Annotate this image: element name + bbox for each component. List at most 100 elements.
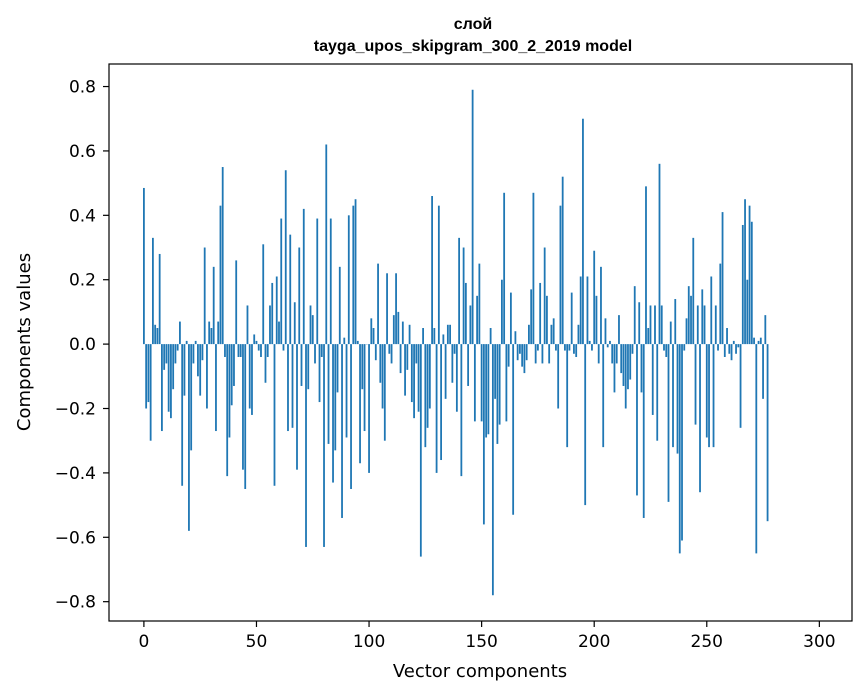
bar — [262, 244, 265, 345]
bar — [219, 205, 222, 345]
bar — [530, 289, 533, 345]
bar — [654, 305, 656, 345]
bar — [555, 344, 557, 351]
bar — [491, 344, 494, 596]
bar — [516, 344, 519, 361]
bar — [687, 286, 690, 345]
bar — [185, 340, 188, 345]
bar — [289, 234, 292, 345]
bar — [302, 208, 305, 345]
bar — [379, 344, 382, 383]
bar — [417, 344, 420, 412]
bar — [602, 344, 605, 448]
y-tick-label: −0.4 — [55, 464, 96, 484]
bar — [152, 237, 154, 345]
bar — [397, 311, 400, 345]
bar — [188, 344, 190, 531]
y-tick-label: −0.6 — [55, 528, 96, 548]
x-tick-label: 0 — [138, 632, 149, 652]
bar — [350, 344, 352, 489]
bar — [266, 344, 269, 357]
bar — [455, 344, 458, 412]
bar — [453, 344, 456, 354]
bar — [424, 344, 427, 448]
bar — [764, 315, 767, 345]
bar — [226, 344, 229, 477]
bar — [464, 282, 467, 345]
bar — [532, 192, 535, 345]
bar — [759, 337, 762, 345]
bar — [728, 344, 731, 354]
bar — [696, 305, 699, 345]
bar — [228, 344, 231, 438]
bar — [206, 344, 208, 409]
bar — [627, 344, 629, 390]
bar — [224, 344, 226, 357]
bar — [638, 302, 641, 345]
bar — [422, 328, 424, 345]
bar — [275, 276, 278, 345]
bar — [552, 318, 555, 345]
bar — [537, 344, 539, 351]
bar — [559, 205, 562, 345]
bar — [633, 286, 636, 345]
bar — [345, 344, 348, 438]
bar — [309, 305, 312, 345]
bar — [629, 344, 632, 380]
bar — [431, 196, 433, 345]
bar — [476, 295, 479, 345]
bar — [165, 344, 168, 364]
bars-group — [143, 89, 769, 596]
bar — [230, 344, 233, 406]
bar — [514, 331, 517, 345]
bar — [444, 344, 447, 399]
bar — [161, 344, 163, 432]
bar — [622, 344, 625, 386]
bar — [741, 224, 744, 345]
bar — [503, 192, 506, 345]
bar — [595, 295, 598, 345]
bar — [737, 344, 740, 348]
bar — [426, 344, 429, 428]
bar — [604, 318, 607, 345]
y-axis-label: Components values — [14, 253, 35, 431]
bar — [377, 263, 379, 345]
bar — [712, 344, 715, 448]
bar — [665, 344, 668, 357]
bar — [451, 344, 454, 383]
bar — [208, 321, 211, 345]
bar — [473, 344, 476, 422]
bar — [651, 344, 654, 415]
bar — [750, 221, 753, 345]
bar — [143, 187, 145, 345]
bar — [649, 305, 652, 345]
bar — [167, 344, 170, 412]
bar — [766, 344, 769, 522]
bar — [246, 305, 249, 345]
bar — [550, 324, 553, 345]
bar — [575, 344, 578, 357]
bar — [406, 344, 409, 370]
bar — [242, 344, 244, 470]
bar — [356, 340, 359, 345]
bar — [156, 328, 159, 345]
bar — [343, 337, 346, 345]
bar — [534, 344, 537, 364]
bar — [264, 344, 267, 383]
bar — [347, 215, 350, 345]
bar — [318, 344, 321, 403]
bar — [181, 344, 184, 486]
bar — [217, 321, 220, 345]
bar — [374, 344, 377, 361]
bar — [428, 344, 431, 409]
y-tick-label: 0.2 — [69, 271, 96, 291]
bar — [291, 344, 294, 428]
bar — [215, 344, 217, 432]
bar — [280, 218, 283, 345]
bar — [392, 315, 395, 345]
bar — [694, 344, 697, 425]
x-axis-label: Vector components — [393, 661, 567, 682]
bar — [746, 279, 749, 345]
bar — [753, 337, 755, 345]
